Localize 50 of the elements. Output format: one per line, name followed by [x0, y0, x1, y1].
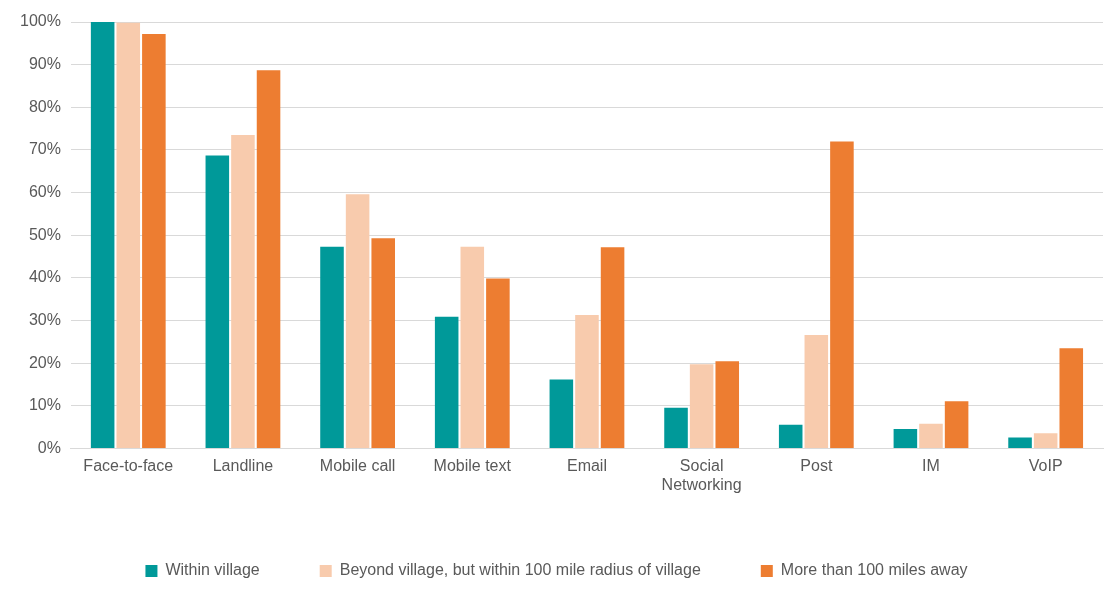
legend-label: More than 100 miles away — [780, 561, 968, 579]
bar — [1059, 348, 1084, 449]
x-tick-label: Face-to-face — [83, 456, 174, 474]
x-tick-label: Email — [566, 456, 607, 474]
y-tick-label: 60% — [28, 183, 61, 201]
bar — [116, 22, 141, 449]
bar — [778, 424, 803, 449]
bar — [320, 246, 344, 449]
bar — [231, 135, 255, 449]
x-tick-label: VoIP — [1028, 456, 1063, 474]
bar — [1033, 433, 1058, 449]
bar — [689, 364, 714, 449]
bar — [664, 407, 688, 449]
bar — [804, 335, 829, 449]
legend-label: Within village — [165, 561, 260, 579]
bar — [371, 238, 395, 449]
x-tick-label: Mobile call — [319, 456, 396, 474]
bar — [893, 428, 918, 449]
bar — [486, 278, 510, 449]
bar — [600, 247, 625, 449]
y-tick-label: 80% — [28, 97, 61, 115]
y-tick-label: 10% — [28, 396, 61, 414]
x-tick-label: Social Networking — [661, 456, 742, 493]
y-tick-label: 30% — [28, 311, 61, 329]
y-tick-label: 90% — [28, 55, 61, 73]
bar — [1008, 437, 1032, 449]
bar — [205, 155, 230, 449]
bar — [944, 401, 969, 449]
bar — [345, 194, 370, 449]
y-tick-label: 20% — [28, 353, 61, 371]
bar — [715, 361, 740, 449]
bar — [575, 315, 599, 449]
bar — [919, 423, 943, 449]
bar — [90, 22, 115, 449]
bar — [830, 141, 854, 449]
x-tick-label: Post — [800, 456, 833, 474]
bar — [460, 246, 485, 449]
y-tick-label: 50% — [28, 225, 61, 243]
bar — [142, 33, 166, 449]
bar — [256, 70, 281, 449]
x-tick-label: Landline — [212, 456, 274, 474]
bar — [549, 379, 574, 449]
y-tick-label: 0% — [37, 439, 61, 457]
y-tick-label: 40% — [28, 268, 61, 286]
x-tick-label: Mobile text — [433, 456, 512, 474]
legend-label: Beyond village, but within 100 mile radius of village — [339, 561, 701, 579]
x-tick-label: IM — [922, 456, 940, 474]
y-tick-label: 70% — [28, 140, 61, 158]
y-tick-label: 100% — [20, 12, 61, 30]
bar — [434, 316, 459, 449]
